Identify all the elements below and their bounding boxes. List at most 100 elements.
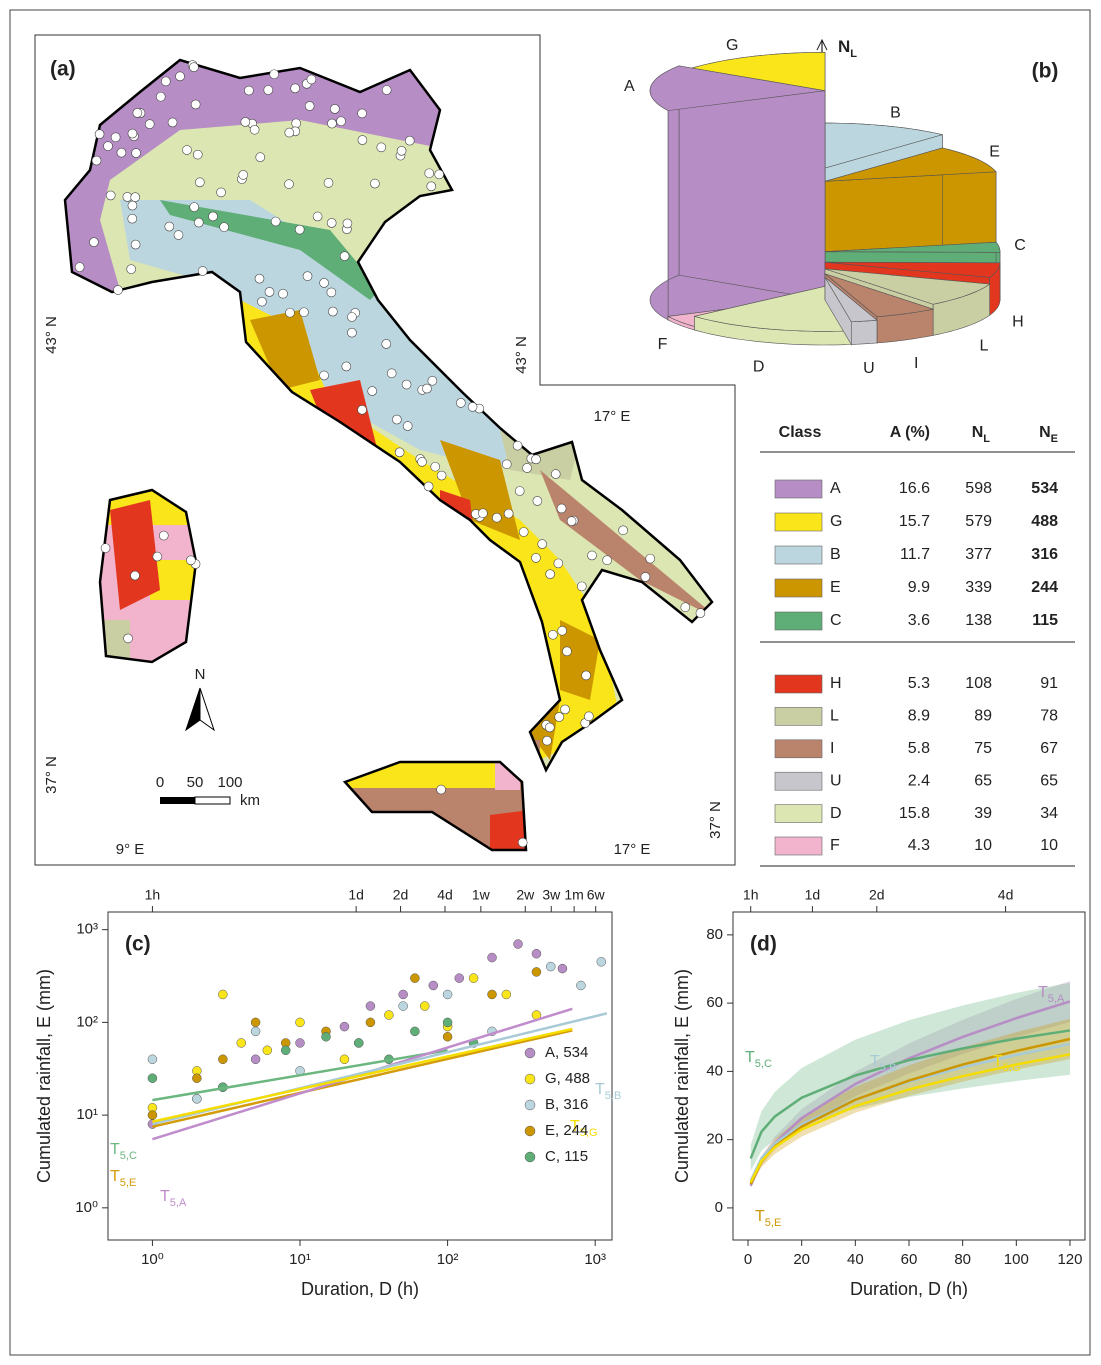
station <box>425 169 434 178</box>
point <box>399 990 408 999</box>
table-header-main: N <box>1039 424 1051 441</box>
station <box>131 193 140 202</box>
curve-label-sub: 5,A <box>1048 993 1065 1005</box>
station <box>195 178 204 187</box>
station <box>555 713 564 722</box>
station <box>324 178 333 187</box>
station <box>255 274 264 283</box>
station <box>504 509 513 518</box>
station <box>132 149 141 158</box>
fit-label: T5,C <box>110 1141 137 1162</box>
station <box>337 117 346 126</box>
swatch <box>775 546 822 564</box>
point <box>546 962 555 971</box>
point <box>340 1055 349 1064</box>
table-cell: 579 <box>965 513 992 530</box>
scale-number: 0 <box>156 774 164 791</box>
swatch <box>775 740 822 758</box>
station <box>295 225 304 234</box>
swatch <box>775 805 822 823</box>
table-cell: 65 <box>974 772 992 789</box>
station <box>358 405 367 414</box>
x-tick-label: 10¹ <box>289 1251 311 1268</box>
table-cell: 11.7 <box>900 546 930 563</box>
x-tick-label: 60 <box>901 1251 918 1268</box>
swatch <box>775 480 822 498</box>
station <box>405 136 414 145</box>
station <box>403 422 412 431</box>
table-cell: C <box>830 612 842 629</box>
point <box>366 1002 375 1011</box>
station <box>241 117 250 126</box>
station <box>513 441 522 450</box>
station <box>95 130 104 139</box>
point <box>148 1074 157 1083</box>
top-tick-label: 1h <box>743 887 759 903</box>
swatch <box>775 612 822 630</box>
table-cell: 138 <box>965 612 992 629</box>
table-cell: 34 <box>1040 805 1058 822</box>
table-cell: 5.3 <box>908 675 930 692</box>
station <box>174 231 183 240</box>
station <box>402 380 411 389</box>
point <box>237 1038 246 1047</box>
station <box>124 634 133 643</box>
table-cell: 16.6 <box>899 480 930 497</box>
station <box>518 838 527 847</box>
station <box>128 201 137 210</box>
y-axis-label: Cumulated rainfall, E (mm) <box>34 969 54 1183</box>
top-tick-label: 3w <box>542 887 561 903</box>
scale-number: 100 <box>217 774 242 791</box>
station <box>133 108 142 117</box>
station <box>257 297 266 306</box>
station <box>128 214 137 223</box>
station <box>546 570 555 579</box>
table-cell: 534 <box>1031 480 1058 497</box>
station <box>582 671 591 680</box>
station <box>515 487 524 496</box>
table-cell: H <box>830 675 842 692</box>
fit-label-sub: 5,B <box>605 1090 622 1102</box>
table-cell: 244 <box>1031 579 1058 596</box>
swatch <box>775 837 822 855</box>
fit-label: T5,B <box>595 1081 621 1102</box>
fit-label-sub: 5,C <box>120 1150 137 1162</box>
x-tick-label: 40 <box>847 1251 864 1268</box>
point <box>218 990 227 999</box>
station <box>603 556 612 565</box>
table-cell: 316 <box>1031 546 1058 563</box>
station <box>641 572 650 581</box>
y-tick-label: 80 <box>706 926 723 943</box>
x-axis-label: Duration, D (h) <box>850 1279 968 1299</box>
station <box>523 463 532 472</box>
table-header: NL <box>972 424 991 445</box>
station <box>313 212 322 221</box>
station <box>159 531 168 540</box>
table-cell: B <box>830 546 841 563</box>
point <box>263 1046 272 1055</box>
table-cell: D <box>830 805 842 822</box>
swatch <box>775 513 822 531</box>
curve-label-main: T <box>1038 984 1048 1001</box>
station <box>428 376 437 385</box>
table-cell: A <box>830 480 841 497</box>
point <box>340 1022 349 1031</box>
table-cell: 10 <box>1040 837 1058 854</box>
station <box>343 219 352 228</box>
station <box>468 402 477 411</box>
table-header: A (%) <box>890 424 930 441</box>
legend-label: A, 534 <box>545 1044 588 1061</box>
station <box>75 263 84 272</box>
table-cell: 15.7 <box>899 513 930 530</box>
station <box>327 119 336 128</box>
station <box>392 415 401 424</box>
swatch <box>775 707 822 725</box>
point <box>251 1027 260 1036</box>
fit-label-sub: 5,A <box>170 1197 187 1209</box>
legend-marker <box>525 1152 535 1162</box>
table-cell: 89 <box>974 708 992 725</box>
north-label: N <box>195 666 206 683</box>
table-header-main: Class <box>779 424 822 441</box>
table-cell: 8.9 <box>908 708 930 725</box>
station <box>558 626 567 635</box>
